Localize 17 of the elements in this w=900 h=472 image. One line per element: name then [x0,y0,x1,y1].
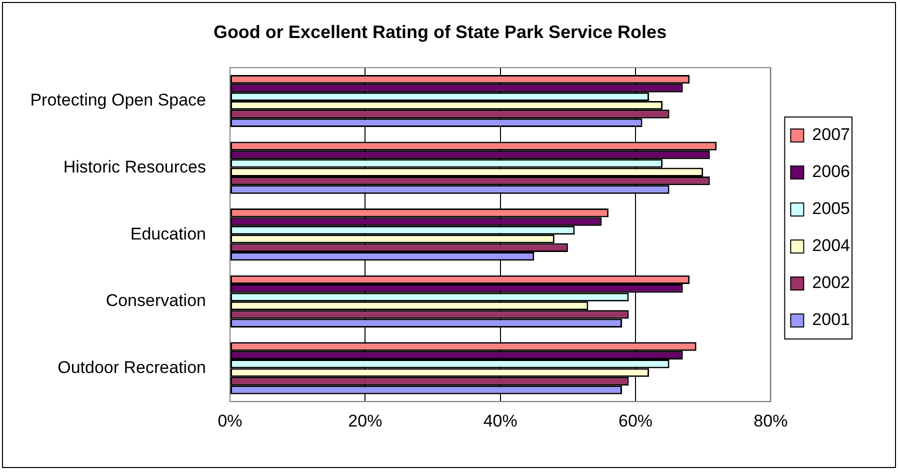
y-tick-label: Conservation [106,291,206,310]
legend-label: 2002 [812,273,850,292]
x-tick-label: 40% [483,411,518,430]
legend-label: 2005 [812,199,850,218]
x-tick-label: 60% [618,411,653,430]
x-tick-label: 0% [218,411,242,430]
legend-label: 2006 [812,162,850,182]
chart-title: Good or Excellent Rating of State Park Service Roles [213,22,667,42]
legend-label: 2001 [812,310,850,330]
y-tick-label: Education [130,224,206,244]
legend-label: 2007 [812,125,850,144]
x-tick-label: 80% [754,411,788,430]
y-tick-label: Outdoor Recreation [58,358,206,377]
y-tick-label: Historic Resources [63,157,206,176]
y-tick-label: Protecting Open Space [30,90,206,110]
legend-label: 2004 [812,236,850,256]
x-tick-label: 20% [348,411,382,430]
